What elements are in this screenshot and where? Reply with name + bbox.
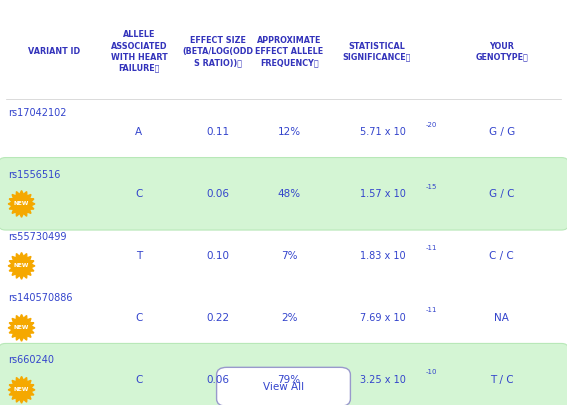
Text: -20: -20: [425, 122, 437, 128]
Text: 0.10: 0.10: [207, 251, 230, 261]
Text: C: C: [135, 189, 143, 199]
Text: ALLELE
ASSOCIATED
WITH HEART
FAILUREⓘ: ALLELE ASSOCIATED WITH HEART FAILUREⓘ: [111, 30, 167, 73]
Text: G / G: G / G: [489, 127, 515, 137]
Text: 0.22: 0.22: [207, 313, 230, 323]
Text: 79%: 79%: [278, 375, 301, 385]
Polygon shape: [8, 191, 35, 217]
Text: rs140570886: rs140570886: [9, 294, 73, 303]
Text: 7.69 x 10: 7.69 x 10: [360, 313, 406, 323]
Text: View All: View All: [263, 382, 304, 392]
Polygon shape: [8, 377, 35, 403]
Text: -11: -11: [425, 245, 437, 252]
Text: 3.25 x 10: 3.25 x 10: [360, 375, 406, 385]
Text: APPROXIMATE
EFFECT ALLELE
FREQUENCYⓘ: APPROXIMATE EFFECT ALLELE FREQUENCYⓘ: [255, 36, 323, 67]
Text: C: C: [135, 313, 143, 323]
Text: 1.57 x 10: 1.57 x 10: [360, 189, 406, 199]
Text: NEW: NEW: [14, 387, 29, 392]
Text: EFFECT SIZE
(BETA/LOG(ODD
S RATIO))ⓘ: EFFECT SIZE (BETA/LOG(ODD S RATIO))ⓘ: [183, 36, 254, 67]
Text: NEW: NEW: [14, 201, 29, 207]
Text: A: A: [136, 127, 142, 137]
Text: G / C: G / C: [489, 189, 514, 199]
Text: -10: -10: [425, 369, 437, 375]
Text: NEW: NEW: [14, 263, 29, 269]
Text: STATISTICAL
SIGNIFICANCEⓘ: STATISTICAL SIGNIFICANCEⓘ: [343, 42, 411, 62]
Text: rs660240: rs660240: [9, 356, 54, 365]
FancyBboxPatch shape: [217, 367, 350, 405]
Text: 1.83 x 10: 1.83 x 10: [360, 251, 405, 261]
Polygon shape: [8, 253, 35, 279]
Text: YOUR
GENOTYPEⓘ: YOUR GENOTYPEⓘ: [475, 42, 528, 62]
Text: rs55730499: rs55730499: [9, 232, 67, 241]
Text: rs1556516: rs1556516: [9, 170, 61, 179]
Text: 12%: 12%: [278, 127, 301, 137]
Text: -11: -11: [425, 307, 437, 313]
FancyBboxPatch shape: [0, 158, 567, 230]
Text: VARIANT ID: VARIANT ID: [28, 47, 80, 56]
Text: -15: -15: [425, 183, 437, 190]
Text: 0.06: 0.06: [207, 375, 230, 385]
Text: T: T: [136, 251, 142, 261]
Text: rs17042102: rs17042102: [9, 108, 67, 117]
Text: NA: NA: [494, 313, 509, 323]
Text: 7%: 7%: [281, 251, 298, 261]
Text: C / C: C / C: [489, 251, 514, 261]
Text: 0.06: 0.06: [207, 189, 230, 199]
Text: NEW: NEW: [14, 325, 29, 330]
Text: 0.11: 0.11: [207, 127, 230, 137]
Text: C: C: [135, 375, 143, 385]
Text: 48%: 48%: [278, 189, 301, 199]
Text: T / C: T / C: [490, 375, 514, 385]
FancyBboxPatch shape: [0, 343, 567, 405]
Polygon shape: [8, 314, 35, 341]
Text: 2%: 2%: [281, 313, 298, 323]
Text: 5.71 x 10: 5.71 x 10: [360, 127, 406, 137]
